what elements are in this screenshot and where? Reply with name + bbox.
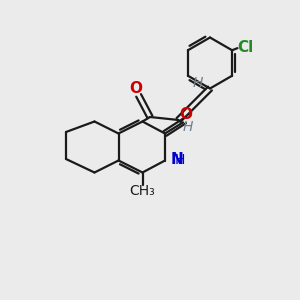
- Text: H: H: [175, 153, 185, 167]
- Text: O: O: [130, 81, 143, 96]
- Text: CH₃: CH₃: [130, 184, 155, 198]
- Text: O: O: [179, 107, 193, 122]
- Text: H: H: [183, 120, 193, 134]
- Text: H: H: [192, 76, 203, 90]
- Text: Cl: Cl: [238, 40, 254, 55]
- Text: N: N: [170, 152, 183, 167]
